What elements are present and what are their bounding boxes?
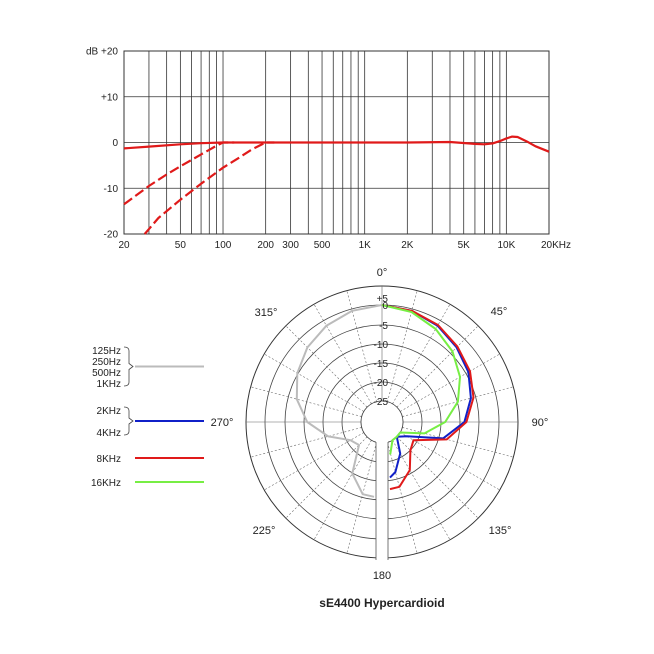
polar-spoke: [285, 436, 368, 519]
polar-ring-label: -25: [374, 397, 389, 408]
legend-label: 125Hz: [92, 346, 121, 357]
polar-angle-label: 315°: [255, 307, 278, 319]
polar-pattern-chart: +50 -5 -10 -15 -20 -25 0° 45° 90° 135° 180 225° 270°…: [211, 267, 549, 582]
polar-ring-label: -5: [379, 321, 388, 332]
polar-series-line-1: [381, 304, 472, 479]
polar-series-line-3: [381, 304, 461, 455]
polar-angle-label: 180: [373, 570, 391, 582]
freq-series-line-2: [143, 141, 275, 235]
polar-spoke: [264, 353, 364, 412]
freq-y-tick-label: +10: [101, 92, 118, 103]
legend-label: 8KHz: [97, 454, 121, 465]
polar-spoke: [392, 304, 451, 404]
freq-y-tick-label: +20: [101, 47, 118, 58]
frequency-tick-labels: +20 +10 0 -10 -20 dB 20 50 100 200 300 500 1K 2K 5K 10K…: [86, 47, 571, 252]
polar-ring-label: -10: [374, 340, 389, 351]
polar-spoke: [387, 442, 418, 554]
legend-brace: [123, 346, 134, 387]
legend-label: 2KHz: [97, 406, 121, 417]
polar-spoke: [346, 290, 377, 402]
freq-x-tick-label: 50: [175, 240, 187, 251]
legend-label: 500Hz: [92, 368, 121, 379]
frequency-series: [123, 135, 550, 235]
polar-series-line-2: [381, 304, 475, 491]
polar-spoke: [264, 432, 364, 491]
polar-spoke: [400, 353, 500, 412]
polar-angle-label: 270°: [211, 417, 234, 429]
polar-spoke: [285, 325, 368, 408]
polar-angle-label: 45°: [491, 306, 508, 318]
polar-series-line-0: [295, 304, 383, 498]
polar-angle-label: 0°: [377, 267, 388, 279]
freq-x-tick-label: 200: [257, 240, 274, 251]
freq-series-line-0: [123, 135, 550, 153]
legend-label: 4KHz: [97, 428, 121, 439]
legend-label: 1KHz: [97, 379, 121, 390]
freq-x-tick-label: 10K: [497, 240, 515, 251]
freq-y-tick-label: -20: [104, 230, 119, 241]
freq-x-tick-label: 2K: [401, 240, 414, 251]
legend-brace: [123, 406, 134, 436]
chart-caption: sE4400 Hypercardioid: [319, 596, 444, 610]
freq-x-tick-label: 500: [314, 240, 331, 251]
polar-labels: +50 -5 -10 -15 -20 -25 0° 45° 90° 135° 180 225° 270°…: [211, 267, 549, 582]
polar-grid: [245, 285, 519, 562]
polar-spoke: [250, 386, 362, 417]
freq-x-tick-label: 100: [215, 240, 232, 251]
freq-x-tick-label: 300: [282, 240, 299, 251]
freq-series-line-1: [123, 141, 235, 206]
legend-label: 250Hz: [92, 357, 121, 368]
polar-spoke: [387, 290, 418, 402]
freq-y-tick-label: 0: [112, 138, 118, 149]
polar-spoke: [313, 440, 372, 540]
polar-ring-label: -20: [374, 378, 389, 389]
polar-angle-label: 90°: [532, 417, 549, 429]
freq-y-unit: dB: [86, 47, 99, 58]
polar-angle-label: 135°: [489, 525, 512, 537]
legend-label: 16KHz: [91, 478, 121, 489]
freq-y-tick-label: -10: [104, 184, 119, 195]
polar-series: [295, 304, 475, 498]
freq-x-tick-label: 20: [118, 240, 130, 251]
polar-spoke: [402, 427, 514, 458]
polar-spoke: [400, 432, 500, 491]
polar-angle-label: 225°: [253, 525, 276, 537]
freq-x-tick-label: 5K: [458, 240, 471, 251]
polar-spoke: [346, 442, 377, 554]
polar-spoke: [250, 427, 362, 458]
polar-ring-label: -15: [374, 359, 389, 370]
polar-spoke: [396, 325, 479, 408]
freq-x-tick-label: 20KHz: [541, 240, 571, 251]
polar-spoke: [396, 436, 479, 519]
frequency-response-chart: +20 +10 0 -10 -20 dB 20 50 100 200 300 500 1K 2K 5K 10K…: [86, 47, 571, 252]
polar-mic-gap: [376, 440, 388, 562]
polar-spoke: [313, 304, 372, 404]
freq-frame: [123, 50, 550, 235]
freq-x-tick-label: 1K: [359, 240, 372, 251]
polar-ring-label: +5: [377, 294, 389, 305]
polar-ring-label: 0: [382, 301, 388, 312]
polar-spoke: [392, 440, 451, 540]
